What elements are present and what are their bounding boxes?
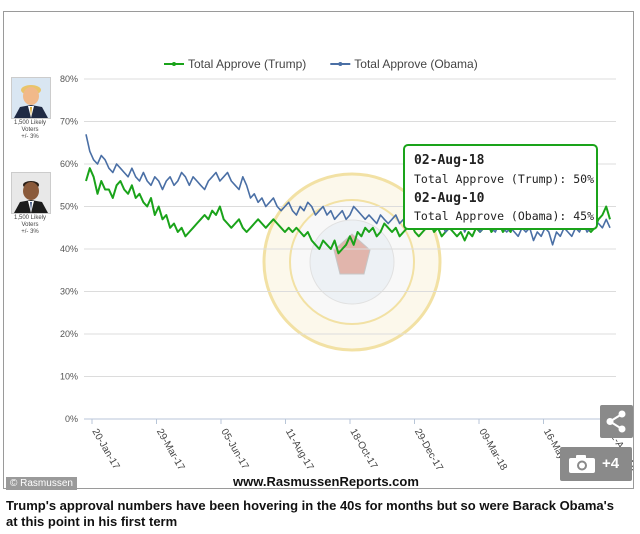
x-tick-label: 29-Mar-17 [154,427,187,473]
legend-marker [172,62,176,66]
copyright-label: © Rasmussen [6,477,77,490]
obama-voters-note: 1,500 Likely Voters +/- 3% [7,215,53,236]
gallery-button[interactable]: +4 [560,447,632,481]
presidential-seal-watermark [262,172,442,352]
chart-grid [84,78,616,420]
photo-count-label: +4 [602,455,620,472]
tooltip-date-obama: 02-Aug-10 [414,191,485,206]
website-label: www.RasmussenReports.com [233,474,419,489]
trump-voters-note: 1,500 Likely Voters +/- 3% [7,120,53,141]
x-tick-label: 29-Dec-17 [412,427,445,473]
y-tick-label: 50% [60,202,78,212]
legend-marker [338,62,343,66]
x-tick-label: 11-Aug-17 [283,427,316,473]
x-tick-label: 20-Jan-17 [89,427,121,472]
y-tick-label: 0% [65,414,78,424]
tooltip-value-trump: Total Approve (Trump): 50% [414,172,594,186]
x-axis-ticks: 20-Jan-17 29-Mar-17 05-Jun-17 11-Aug-17 18-O… [89,419,633,474]
y-tick-label: 80% [60,74,78,84]
trump-voters-line3: +/- 3% [21,134,39,140]
legend-label-obama: Total Approve (Obama) [354,57,477,71]
x-tick-label: 05-Jun-17 [218,427,250,472]
chart-tooltip: 02-Aug-18 Total Approve (Trump): 50% 02-… [403,144,598,230]
legend-label-trump: Total Approve (Trump) [188,57,306,71]
y-axis-ticks: 0% 10% 20% 30% 40% 50% 60% 70% 80% [60,74,78,424]
y-tick-label: 40% [60,244,78,254]
approval-chart: 0% 10% 20% 30% 40% 50% 60% 70% 80% 20-Jan-17 29-M… [60,57,633,474]
share-button[interactable] [600,405,633,438]
obama-voters-line2: Voters [21,222,39,228]
camera-icon [569,455,595,473]
obama-voters-line1: 1,500 Likely [13,215,47,221]
article-caption: Trump's approval numbers have been hover… [6,498,614,529]
trump-portrait [11,77,51,119]
share-icon [606,410,626,433]
chart-legend: Total Approve (Trump) Total Approve (Obam… [164,57,478,71]
y-tick-label: 70% [60,117,78,127]
y-tick-label: 10% [60,372,78,382]
obama-voters-line3: +/- 3% [21,229,39,235]
y-tick-label: 60% [60,159,78,169]
tooltip-value-obama: Total Approve (Obama): 45% [414,209,594,223]
tooltip-date-trump: 02-Aug-18 [414,153,485,168]
x-tick-label: 18-Oct-17 [347,427,379,471]
obama-portrait [11,172,51,214]
trump-voters-line1: 1,500 Likely [13,120,47,126]
trump-voters-line2: Voters [21,127,39,133]
tooltip-box [403,144,598,230]
x-tick-label: 09-Mar-18 [476,427,509,473]
y-tick-label: 20% [60,329,78,339]
chart-frame: 0% 10% 20% 30% 40% 50% 60% 70% 80% 20-Jan-17 29-M… [3,11,634,489]
y-tick-label: 30% [60,287,78,297]
